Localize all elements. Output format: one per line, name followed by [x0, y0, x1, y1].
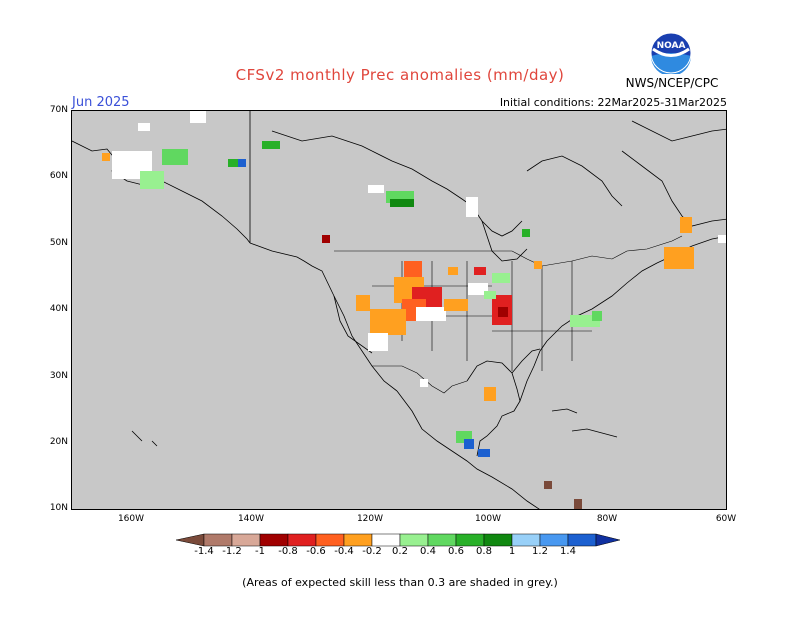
precip-anomaly-map: [71, 110, 727, 510]
noaa-logo: NOAA: [650, 32, 692, 74]
forecast-month: Jun 2025: [72, 95, 130, 110]
lat-label: 40N: [49, 304, 68, 314]
colorbar-tick-label: 0.6: [448, 546, 464, 557]
colorbar-tick-label: -1.4: [194, 546, 214, 557]
lon-label: 60W: [715, 514, 737, 524]
colorbar-tick-label: 0.8: [476, 546, 492, 557]
map-canvas: [72, 111, 726, 509]
colorbar-tick-label: 1.4: [560, 546, 576, 557]
lat-label: 30N: [49, 371, 68, 381]
logo-lettering: NOAA: [657, 41, 686, 51]
colorbar-swatch: [595, 533, 621, 547]
lon-label: 160W: [117, 514, 145, 524]
colorbar-tick-label: -0.6: [306, 546, 326, 557]
lon-label: 80W: [596, 514, 618, 524]
colorbar-swatch: [259, 533, 289, 547]
colorbar-tick-label: -1: [255, 546, 265, 557]
colorbar-swatch: [231, 533, 261, 547]
agency-label: NWS/NCEP/CPC: [625, 76, 719, 90]
lat-label: 20N: [49, 437, 68, 447]
colorbar-swatch: [315, 533, 345, 547]
colorbar-swatch: [399, 533, 429, 547]
lat-label: 50N: [49, 238, 68, 248]
initial-conditions: Initial conditions: 22Mar2025-31Mar2025: [499, 96, 727, 109]
lat-label: 60N: [49, 171, 68, 181]
colorbar-tick-label: 0.2: [392, 546, 408, 557]
chart-title: CFSv2 monthly Prec anomalies (mm/day): [235, 66, 565, 84]
colorbar-swatch: [343, 533, 373, 547]
lon-label: 140W: [237, 514, 265, 524]
lat-label: 10N: [49, 503, 68, 513]
colorbar-swatch: [483, 533, 513, 547]
lat-label: 70N: [49, 105, 68, 115]
colorbar-tick-label: 1: [508, 546, 516, 557]
anomaly-cells: [102, 111, 726, 509]
colorbar-swatch: [511, 533, 541, 547]
colorbar: [176, 533, 621, 547]
colorbar-swatch: [176, 533, 205, 547]
colorbar-swatch: [567, 533, 597, 547]
colorbar-swatch: [203, 533, 233, 547]
colorbar-tick-label: -0.4: [334, 546, 354, 557]
lon-label: 120W: [356, 514, 384, 524]
colorbar-swatch: [287, 533, 317, 547]
colorbar-swatch: [539, 533, 569, 547]
colorbar-tick-label: -0.2: [362, 546, 382, 557]
colorbar-tick-label: 0.4: [420, 546, 436, 557]
colorbar-tick-label: 1.2: [532, 546, 548, 557]
colorbar-swatch: [427, 533, 457, 547]
colorbar-tick-label: -1.2: [222, 546, 242, 557]
colorbar-swatch: [455, 533, 485, 547]
colorbar-tick-label: -0.8: [278, 546, 298, 557]
lon-label: 100W: [474, 514, 502, 524]
colorbar-swatch: [371, 533, 401, 547]
skill-footnote: (Areas of expected skill less than 0.3 a…: [242, 576, 558, 589]
